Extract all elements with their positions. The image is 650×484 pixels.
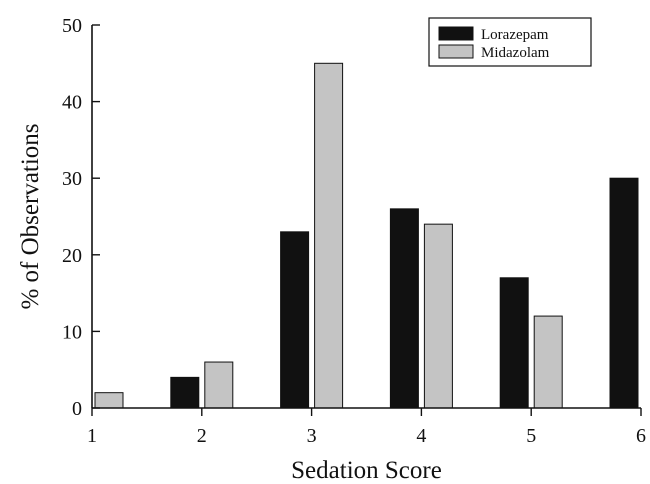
bar-midazolam-score-3 [314, 62, 344, 409]
y-tick-label: 50 [62, 15, 82, 37]
bar-midazolam-score-4 [423, 223, 453, 409]
bar-lorazepam-score-6 [609, 177, 639, 409]
legend-swatch-midazolam [438, 44, 474, 59]
legend-label-midazolam: Midazolam [481, 45, 550, 61]
legend-label-lorazepam: Lorazepam [481, 27, 549, 43]
bars-layer [94, 62, 639, 409]
x-tick-label: 5 [526, 425, 536, 447]
bar-lorazepam-score-4 [389, 208, 419, 409]
x-tick-label: 3 [307, 425, 317, 447]
x-tick-label: 1 [87, 425, 97, 447]
y-tick-label: 20 [62, 245, 82, 267]
x-tick-label: 2 [197, 425, 207, 447]
bar-lorazepam-score-2 [170, 376, 200, 409]
x-tick-label: 6 [636, 425, 646, 447]
bar-lorazepam-score-5 [499, 277, 529, 409]
y-tick-label: 40 [62, 92, 82, 114]
y-tick-label: 30 [62, 168, 82, 190]
y-axis-title: % of Observations [17, 123, 44, 309]
y-axis-ticks: 0 10 20 30 40 50 [62, 15, 100, 420]
y-tick-label: 0 [72, 398, 82, 420]
x-axis-title: Sedation Score [291, 457, 442, 484]
bar-midazolam-score-1 [94, 392, 124, 409]
x-axis-ticks: 1 2 3 4 5 6 [87, 408, 646, 447]
x-tick-label: 4 [416, 425, 426, 447]
bar-midazolam-score-2 [204, 361, 234, 409]
y-tick-label: 10 [62, 321, 82, 343]
legend: Lorazepam Midazolam [428, 17, 592, 67]
legend-swatch-lorazepam [438, 26, 474, 41]
bar-midazolam-score-5 [533, 315, 563, 409]
bar-lorazepam-score-3 [280, 231, 310, 409]
